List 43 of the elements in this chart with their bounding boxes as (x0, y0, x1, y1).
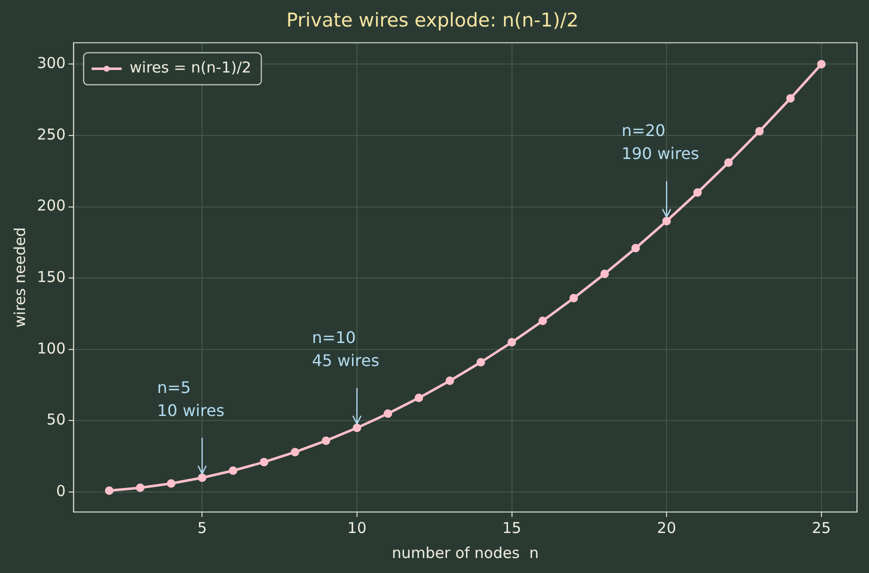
x-axis-title: number of nodes n (392, 544, 539, 562)
point (104, 486, 114, 495)
point (446, 376, 454, 386)
point (662, 216, 671, 226)
point (631, 244, 640, 252)
annotation: n=10 45 wires (312, 328, 380, 370)
point (198, 474, 206, 482)
point (817, 60, 826, 68)
chart-title: Private wires explode: n(n-1)/2 (286, 9, 579, 32)
point (352, 424, 362, 432)
point (322, 436, 330, 445)
point (755, 126, 764, 136)
x-tick-label: 5 (197, 518, 207, 537)
point (136, 484, 144, 492)
point (166, 479, 176, 488)
y-tick-label: 200 (36, 196, 66, 215)
y-tick-label: 300 (36, 54, 66, 72)
point (600, 270, 609, 278)
point (786, 94, 795, 103)
x-tick-label: 15 (502, 518, 522, 537)
y-tick-label: 0 (56, 482, 66, 500)
legend-label: wires = n(n-1)/2 (130, 58, 252, 77)
point (693, 188, 702, 197)
x-tick-label: 25 (812, 518, 831, 537)
point (476, 358, 486, 367)
x-tick-label: 20 (657, 518, 676, 537)
point (228, 466, 238, 475)
point (508, 338, 516, 347)
point (384, 409, 392, 418)
y-tick-label: 50 (46, 410, 66, 429)
point (290, 448, 300, 456)
y-axis-title: wires needed (10, 227, 29, 328)
y-tick-label: 150 (36, 268, 66, 286)
y-tick-label: 100 (36, 339, 66, 358)
point (260, 458, 268, 466)
point (569, 294, 578, 302)
point (724, 158, 733, 167)
annotation: n=20 190 wires (622, 121, 700, 164)
annotation: n=5 10 wires (157, 378, 225, 420)
point (414, 394, 424, 402)
point (538, 316, 547, 326)
y-tick-label: 250 (36, 125, 66, 144)
x-tick-label: 10 (347, 518, 366, 537)
